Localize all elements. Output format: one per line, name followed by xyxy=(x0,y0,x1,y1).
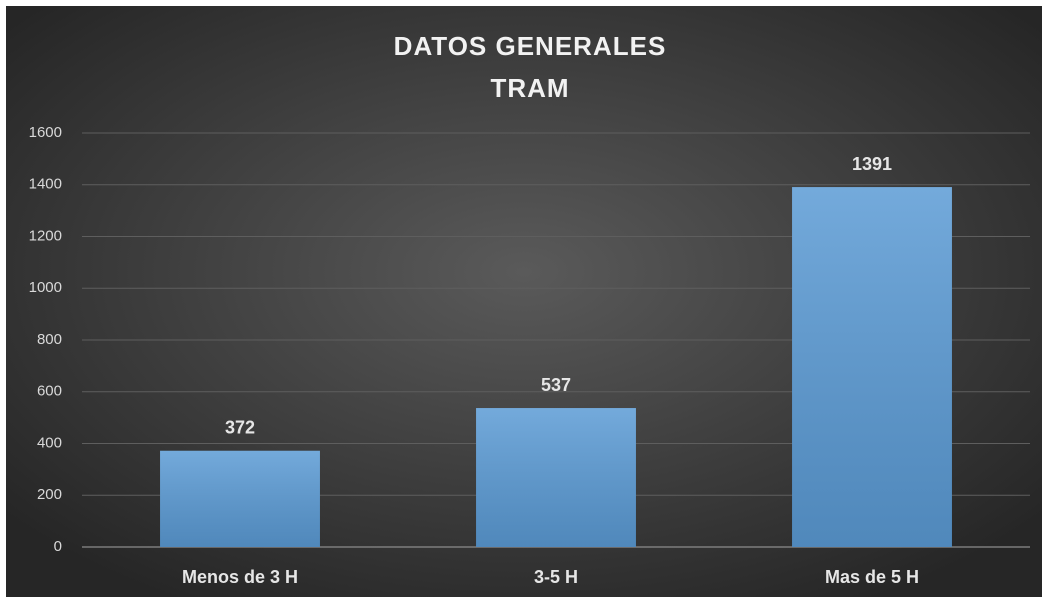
chart-title: DATOS GENERALES xyxy=(394,31,667,61)
data-label: 1391 xyxy=(852,154,892,174)
x-tick-label: Menos de 3 H xyxy=(182,567,298,587)
data-label: 372 xyxy=(225,417,255,437)
y-tick-label: 600 xyxy=(37,383,62,400)
y-tick-label: 200 xyxy=(37,486,62,503)
bar xyxy=(476,408,636,547)
x-tick-label: Mas de 5 H xyxy=(825,567,919,587)
y-tick-label: 1400 xyxy=(29,176,62,193)
bar xyxy=(160,450,320,547)
y-tick-label: 800 xyxy=(37,331,62,348)
y-tick-label: 0 xyxy=(54,538,62,555)
x-tick-label: 3-5 H xyxy=(534,567,578,587)
chart-title: TRAM xyxy=(490,73,569,103)
bar xyxy=(792,187,952,548)
y-tick-label: 1200 xyxy=(29,227,62,244)
data-label: 537 xyxy=(541,375,571,395)
y-tick-label: 1600 xyxy=(29,124,62,141)
y-tick-label: 400 xyxy=(37,434,62,451)
y-tick-label: 1000 xyxy=(29,279,62,296)
